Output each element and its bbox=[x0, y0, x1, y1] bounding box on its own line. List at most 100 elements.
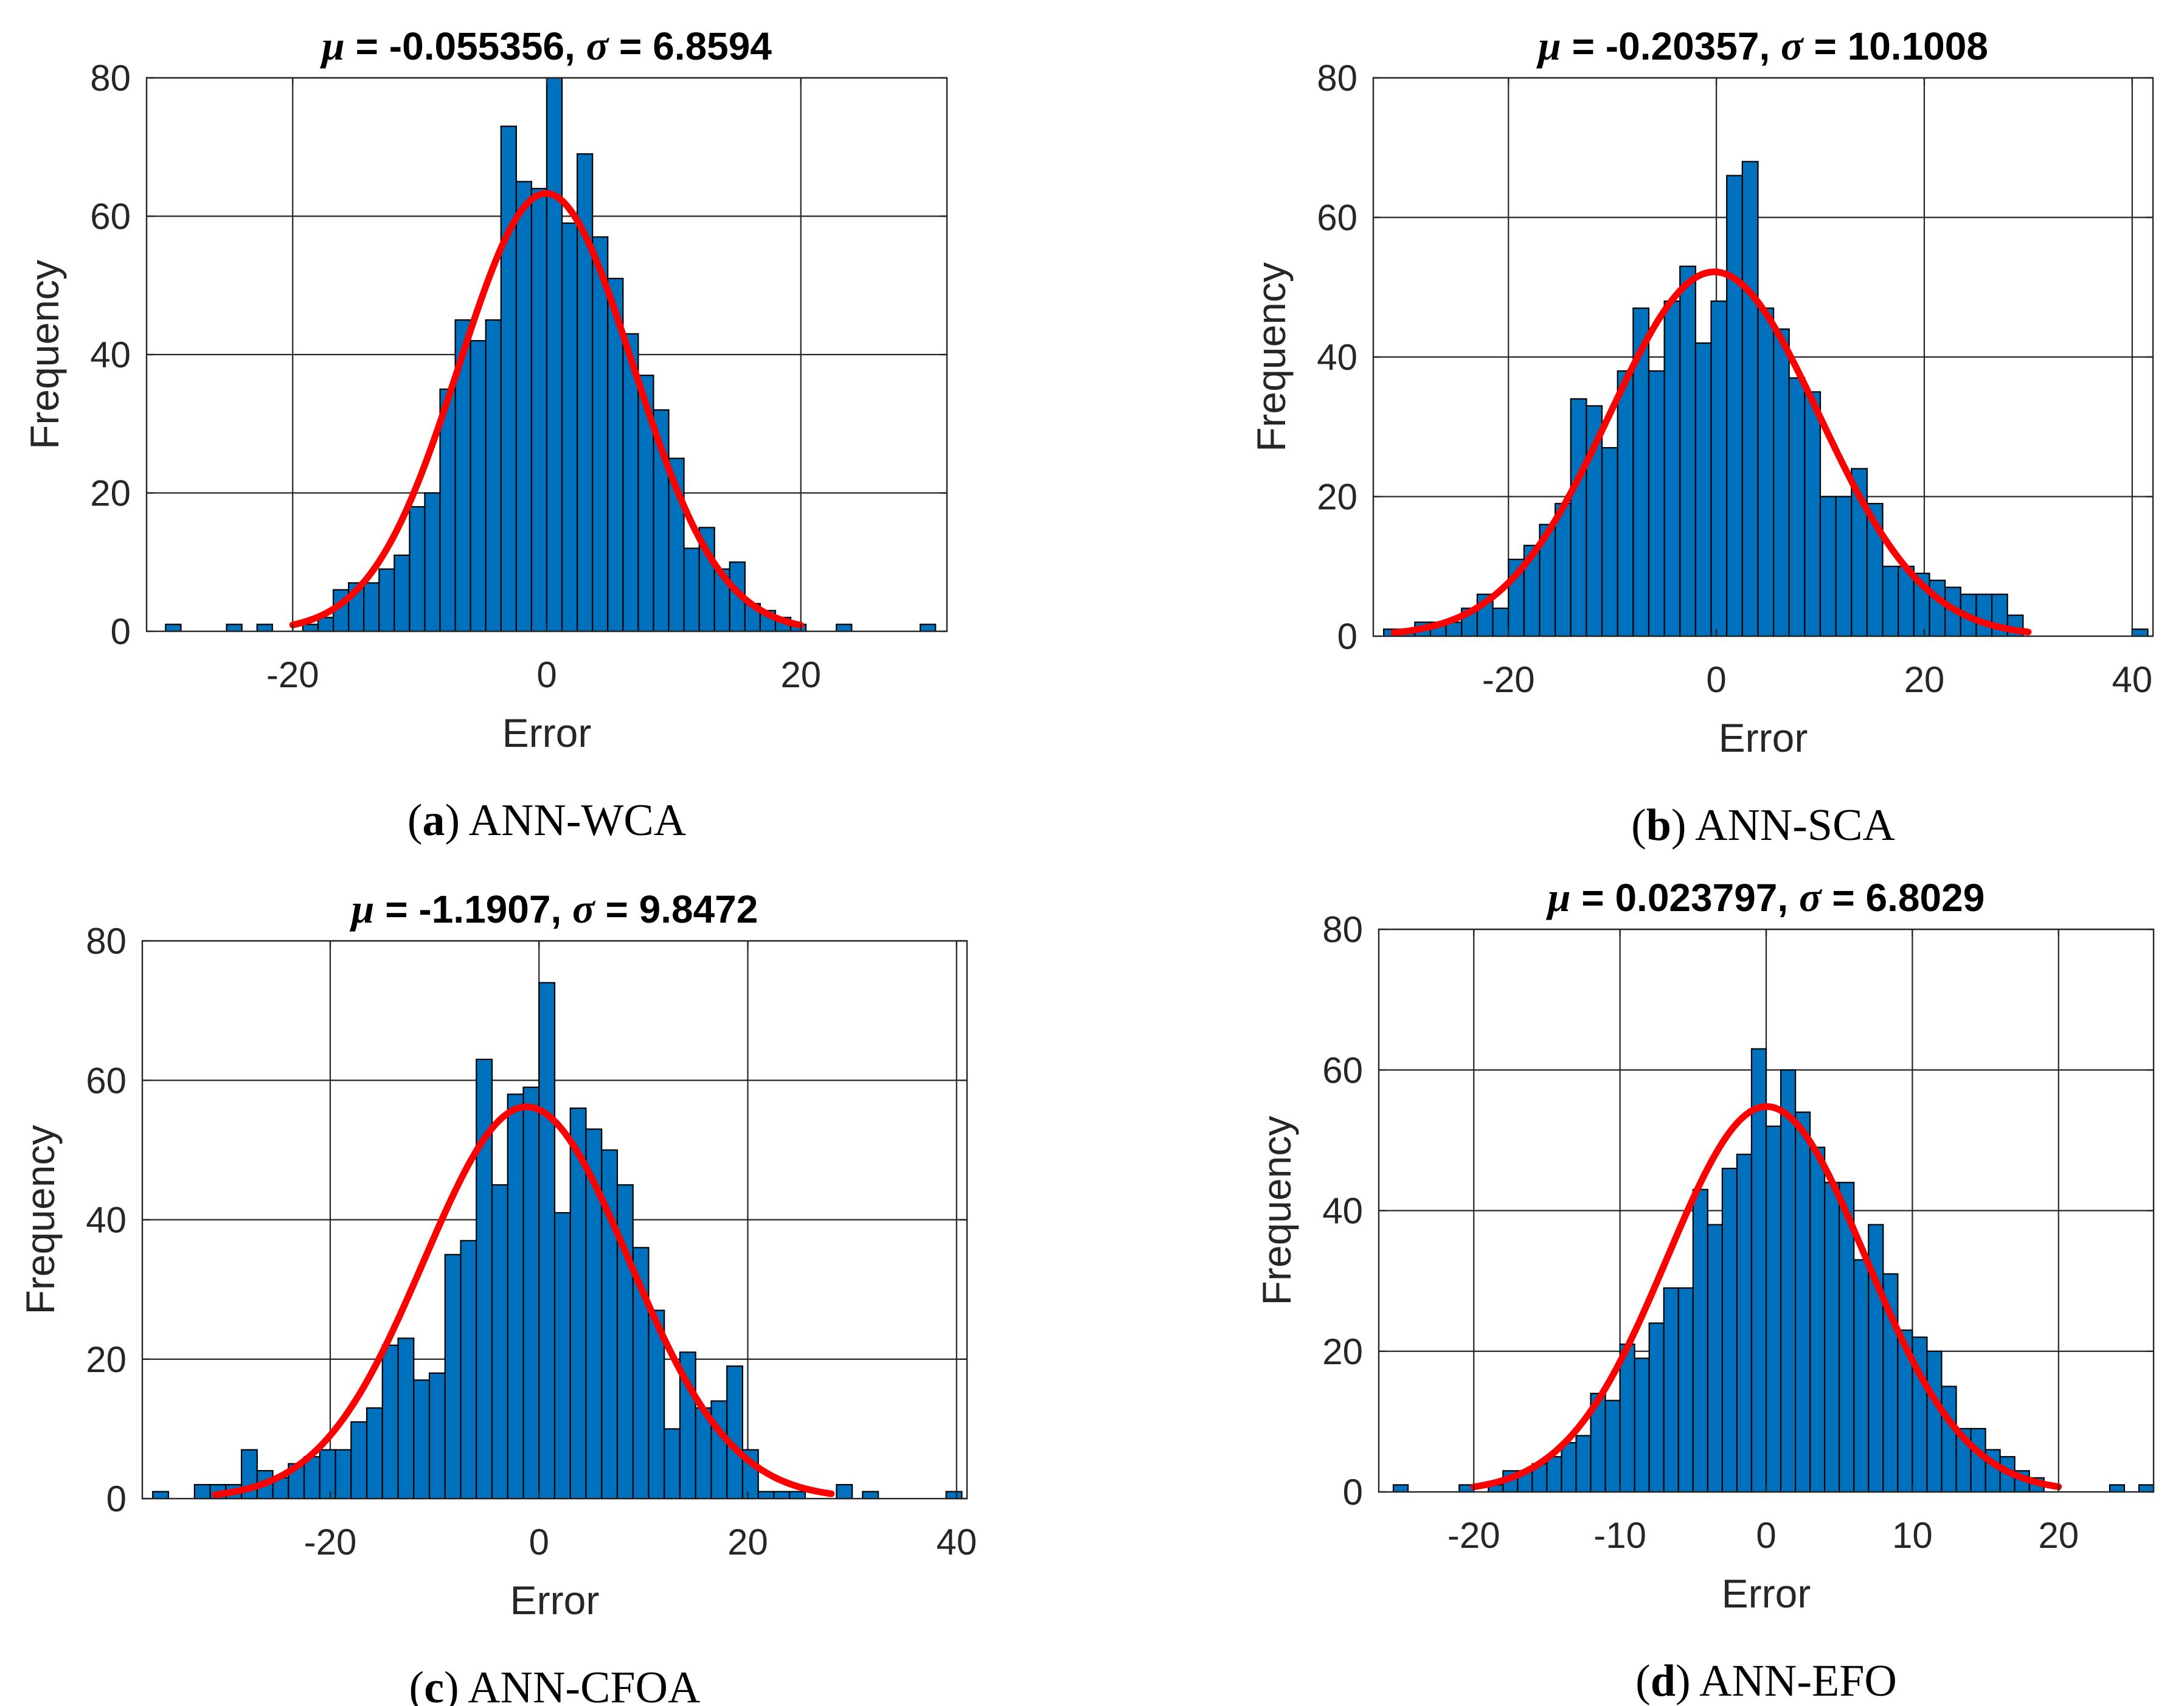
y-tick-label: 0 bbox=[1343, 1472, 1363, 1513]
sigma-value: = 6.8594 bbox=[608, 24, 772, 68]
caption-text: ) ANN-CFOA bbox=[444, 1663, 700, 1706]
histogram-bar bbox=[397, 1337, 415, 1500]
histogram-bar bbox=[363, 582, 380, 633]
histogram-bar bbox=[1736, 1153, 1753, 1493]
histogram-bar bbox=[1975, 594, 1993, 637]
x-tick-label: 20 bbox=[1904, 659, 1945, 700]
mu-symbol: μ bbox=[1546, 874, 1571, 920]
x-tick-label: 0 bbox=[1756, 1515, 1776, 1556]
x-axis-label: Error bbox=[510, 1578, 600, 1623]
histogram-bar bbox=[773, 1491, 791, 1500]
histogram-bar bbox=[515, 181, 533, 633]
x-axis-label: Error bbox=[502, 710, 592, 755]
histogram-bar bbox=[1819, 496, 1837, 637]
histogram-bar bbox=[500, 125, 517, 633]
mu-value: = -1.1907, bbox=[374, 887, 572, 931]
histogram-bar bbox=[1804, 391, 1822, 637]
histogram-b: 0 20 40 60 80 -20 0 20 40 Error Frequency μ = -0.20… bbox=[1249, 23, 2154, 850]
histogram-bar bbox=[530, 187, 548, 633]
y-axis-label: Frequency bbox=[1254, 1116, 1299, 1306]
histogram-bar bbox=[726, 1365, 744, 1500]
histogram-bar bbox=[485, 319, 502, 633]
histogram-bar bbox=[1985, 1449, 2001, 1493]
histogram-bar bbox=[1617, 370, 1634, 637]
histogram-bar bbox=[836, 623, 853, 633]
y-tick-label: 0 bbox=[111, 611, 131, 652]
chart-title: μ = 0.023797, σ = 6.8029 bbox=[1546, 874, 1985, 920]
normal-fit-curve bbox=[1470, 1103, 2062, 1491]
histogram-bar bbox=[1619, 1344, 1635, 1493]
mu-symbol: μ bbox=[350, 886, 375, 932]
x-tick-label: 20 bbox=[727, 1522, 768, 1562]
histogram-bar bbox=[424, 492, 441, 633]
panel-d: 0 20 40 60 80 -20 -10 0 10 20 Error Frequency μ = 0.… bbox=[1092, 853, 2184, 1706]
caption-letter: c bbox=[424, 1663, 444, 1706]
histogram-bar bbox=[226, 623, 243, 633]
histogram-bar bbox=[444, 1253, 462, 1500]
histogram-bar bbox=[470, 340, 487, 633]
histogram-bar bbox=[428, 1372, 446, 1500]
histogram-bar bbox=[1853, 1259, 1870, 1493]
histogram-bar bbox=[561, 222, 578, 633]
histogram-bar bbox=[1726, 175, 1743, 637]
panel-b: 0 20 40 60 80 -20 0 20 40 Error Frequency μ = -0.20… bbox=[1092, 0, 2184, 853]
histogram-bar bbox=[409, 506, 426, 633]
histogram-bar bbox=[920, 623, 937, 633]
histogram-bar bbox=[862, 1491, 879, 1500]
histogram-bar bbox=[476, 1058, 493, 1500]
y-tick-label: 60 bbox=[90, 196, 131, 237]
histogram-bar bbox=[319, 1449, 336, 1500]
x-tick-label: -20 bbox=[266, 654, 319, 695]
histogram-bar bbox=[1679, 265, 1696, 637]
y-axis-label: Frequency bbox=[1249, 262, 1294, 452]
histogram-bar bbox=[1561, 1441, 1577, 1493]
histogram-bar bbox=[1839, 1182, 1855, 1493]
histogram-bar bbox=[1929, 580, 1946, 637]
x-tick-label: 0 bbox=[1706, 659, 1726, 700]
histogram-bar bbox=[256, 623, 273, 633]
mu-symbol: μ bbox=[320, 23, 345, 69]
caption-text: ) ANN-EFO bbox=[1676, 1656, 1897, 1706]
x-axis-label: Error bbox=[1722, 1571, 1811, 1616]
histogram-bar bbox=[152, 1491, 170, 1500]
panel-a: 0 20 40 60 80 -20 0 20 Error Frequency μ = -0.0553… bbox=[0, 0, 1092, 853]
x-tick-label: 40 bbox=[936, 1522, 977, 1562]
figure-caption: (d) ANN-EFO bbox=[1635, 1656, 1897, 1706]
y-tick-label: 40 bbox=[86, 1200, 127, 1241]
y-tick-label: 80 bbox=[1322, 909, 1363, 950]
figure-caption: (b) ANN-SCA bbox=[1631, 800, 1895, 850]
normal-fit-curve bbox=[212, 1103, 835, 1498]
histogram-bar bbox=[522, 1086, 540, 1500]
x-tick-label: 40 bbox=[2112, 659, 2152, 700]
x-tick-label: -10 bbox=[1593, 1515, 1646, 1556]
histogram-bar bbox=[413, 1379, 431, 1500]
caption-letter: a bbox=[422, 796, 445, 845]
x-tick-label: 20 bbox=[780, 654, 821, 695]
histogram-bar bbox=[1575, 1435, 1592, 1493]
x-tick-label: 20 bbox=[2038, 1515, 2079, 1556]
histogram-bar bbox=[1634, 1358, 1650, 1493]
x-tick-label: -20 bbox=[1482, 659, 1535, 700]
y-tick-label: 80 bbox=[90, 58, 131, 99]
histogram-bar bbox=[1392, 1484, 1409, 1493]
histogram-bar bbox=[193, 1483, 211, 1500]
normal-fit-curve bbox=[289, 190, 805, 629]
y-tick-label: 80 bbox=[1317, 58, 1357, 99]
histogram-bar bbox=[1809, 1146, 1826, 1493]
histogram-d: 0 20 40 60 80 -20 -10 0 10 20 Error Frequency μ = 0.… bbox=[1254, 874, 2155, 1706]
chart-title: μ = -1.1907, σ = 9.8472 bbox=[350, 886, 758, 932]
histogram-bar bbox=[1648, 370, 1665, 637]
sigma-symbol: σ bbox=[572, 886, 596, 932]
caption-paren-open: ( bbox=[1635, 1656, 1651, 1706]
mu-symbol: μ bbox=[1536, 23, 1561, 69]
histogram-bar bbox=[460, 1240, 477, 1500]
histogram-bar bbox=[553, 1212, 571, 1500]
mu-value: = -0.055356, bbox=[345, 24, 586, 68]
y-tick-label: 0 bbox=[106, 1479, 127, 1519]
histogram-bar bbox=[2109, 1484, 2126, 1493]
y-axis-label: Frequency bbox=[22, 260, 67, 449]
histogram-bar bbox=[757, 1491, 775, 1500]
histogram-bar bbox=[1788, 377, 1806, 637]
histogram-bar bbox=[546, 77, 563, 633]
y-tick-label: 40 bbox=[1317, 337, 1357, 378]
